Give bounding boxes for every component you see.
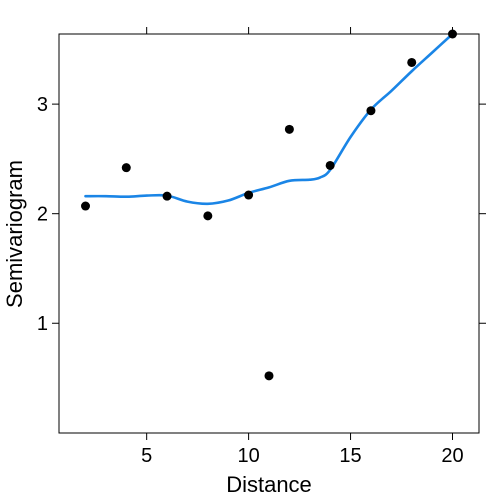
x-tick-label: 20	[441, 445, 463, 467]
data-point	[264, 371, 274, 381]
x-tick-label: 10	[237, 445, 259, 467]
data-points	[81, 29, 457, 381]
y-tick-label: 1	[37, 313, 48, 335]
axis-ticks	[52, 27, 486, 440]
data-point	[407, 57, 417, 67]
data-point	[284, 124, 294, 134]
data-point	[325, 160, 335, 170]
smooth-curve	[84, 32, 454, 206]
y-axis-label: Semivariogram	[2, 160, 27, 308]
y-tick-label: 3	[37, 94, 48, 116]
x-tick-label: 5	[141, 445, 152, 467]
data-point	[447, 29, 457, 39]
data-point	[121, 163, 131, 173]
tick-labels: 5 10 15 20 1 2 3	[37, 94, 464, 467]
data-point	[244, 190, 254, 200]
x-axis-label: Distance	[226, 472, 312, 497]
x-tick-label: 15	[339, 445, 361, 467]
y-tick-label: 2	[37, 204, 48, 226]
data-point	[366, 106, 376, 116]
data-point	[203, 211, 213, 221]
data-point	[81, 201, 91, 211]
smooth-curve-layer	[84, 32, 454, 206]
plot-frame	[58, 33, 480, 434]
data-point	[162, 191, 172, 201]
